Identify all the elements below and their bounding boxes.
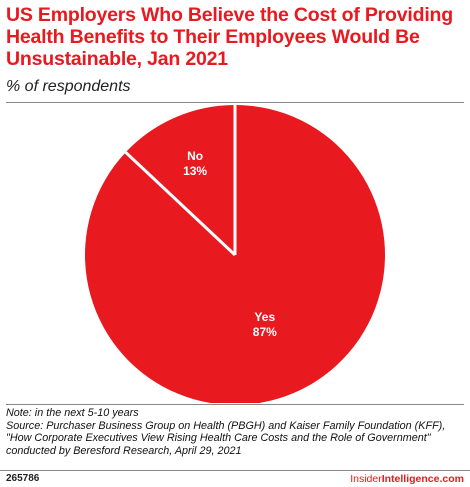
slice-label-yes: Yes [254,310,275,324]
bottom-divider [6,404,464,405]
pie-separators [124,105,237,257]
note-text: Note: in the next 5-10 years [6,407,139,419]
chart-notes: Note: in the next 5-10 years Source: Pur… [6,407,466,457]
top-divider [6,102,464,103]
footer-divider [0,470,470,471]
source-text-line-1: Source: Purchaser Business Group on Heal… [6,419,446,432]
brand-logo-text: InsiderIntelligence.com [350,473,464,485]
source-text-line-2: "How Corporate Executives View Rising He… [6,432,431,444]
source-text-line-3: conducted by Beresford Research, April 2… [6,444,242,457]
chart-subtitle: % of respondents [6,78,131,95]
brand-suffix: Intelligence.com [381,473,464,485]
brand-prefix: Insider [350,473,382,485]
slice-value-no: 13% [183,164,207,178]
pie-slice-no [125,105,235,255]
pie-slice-yes [85,105,385,403]
slice-value-yes: 87% [253,325,277,339]
slice-label-no: No [187,149,203,163]
pie-slices [85,105,385,403]
chart-id: 265786 [6,473,40,484]
chart-title: US Employers Who Believe the Cost of Pro… [6,4,453,70]
slice-separator [124,151,237,257]
